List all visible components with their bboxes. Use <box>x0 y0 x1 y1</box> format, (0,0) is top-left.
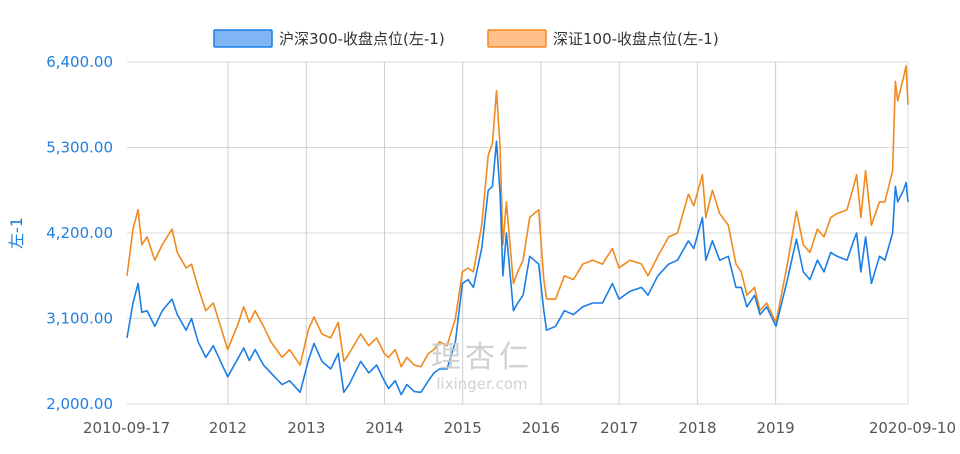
series-line-szse100 <box>126 65 909 368</box>
x-tick-label: 2020-09-10 <box>869 419 956 437</box>
x-tick-label: 2014 <box>365 419 403 437</box>
y-axis-label: 左-1 <box>7 217 26 249</box>
legend-label-szse100: 深证100-收盘点位(左-1) <box>553 30 719 48</box>
legend-swatch-hs300 <box>213 29 273 48</box>
legend-swatch-szse100 <box>487 29 547 48</box>
x-tick-label: 2012 <box>209 419 247 437</box>
legend: 沪深300-收盘点位(左-1) 深证100-收盘点位(左-1) <box>213 29 719 48</box>
series-line-hs300 <box>126 140 909 396</box>
x-axis-ticks: 2010-09-17 2012 2013 2014 2015 2016 2017 2018 20… <box>83 419 956 437</box>
watermark-cn: 理杏仁 <box>431 340 533 375</box>
x-tick-label: 2013 <box>287 419 325 437</box>
grid <box>127 61 909 405</box>
y-tick-label: 3,100.00 <box>46 310 113 328</box>
x-tick-label: 2018 <box>678 419 716 437</box>
legend-item-szse100[interactable]: 深证100-收盘点位(左-1) <box>487 29 719 48</box>
x-tick-label: 2010-09-17 <box>83 419 170 437</box>
legend-label-hs300: 沪深300-收盘点位(左-1) <box>279 30 445 48</box>
legend-item-hs300[interactable]: 沪深300-收盘点位(左-1) <box>213 29 445 48</box>
watermark-en: lixinger.com <box>436 375 527 393</box>
x-tick-label: 2019 <box>757 419 795 437</box>
x-tick-label: 2017 <box>600 419 638 437</box>
y-axis-ticks: 2,000.00 3,100.00 4,200.00 5,300.00 6,400.00 <box>46 53 113 413</box>
y-tick-label: 6,400.00 <box>46 53 113 71</box>
y-tick-label: 4,200.00 <box>46 224 113 242</box>
x-tick-label: 2016 <box>522 419 560 437</box>
y-tick-label: 5,300.00 <box>46 139 113 157</box>
series-lines <box>126 65 909 396</box>
x-tick-label: 2015 <box>444 419 482 437</box>
watermark: 理杏仁 lixinger.com <box>431 340 533 393</box>
y-tick-label: 2,000.00 <box>46 395 113 413</box>
